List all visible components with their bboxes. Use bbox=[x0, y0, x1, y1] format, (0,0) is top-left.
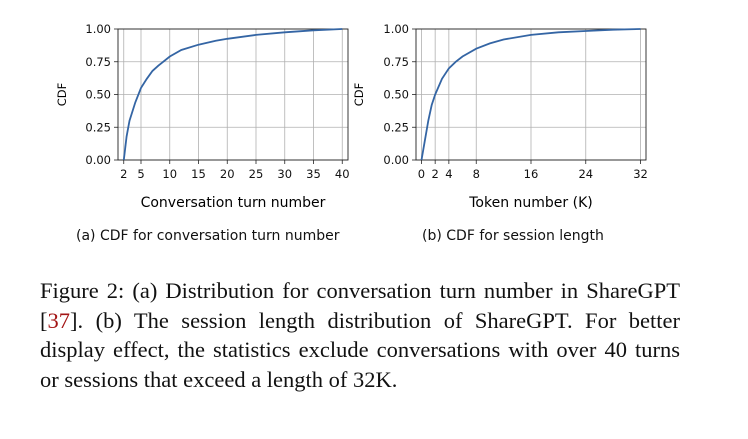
x-tick-label: 40 bbox=[335, 167, 350, 181]
cdf-line-b bbox=[420, 28, 641, 161]
x-tick-label: 5 bbox=[137, 167, 144, 181]
caption-text-end: ]. (b) The session length distribution o… bbox=[40, 307, 680, 392]
y-tick-label: 0.25 bbox=[85, 120, 111, 134]
y-tick-label: 0.25 bbox=[383, 120, 409, 134]
subcaption-b: (b) CDF for session length bbox=[422, 228, 604, 244]
x-tick-label: 35 bbox=[306, 167, 321, 181]
y-tick-label: 0.75 bbox=[85, 55, 111, 69]
x-axis-label-a: Conversation turn number bbox=[141, 195, 326, 211]
subcaption-a: (a) CDF for conversation turn number bbox=[76, 228, 340, 244]
cdf-line-a bbox=[122, 28, 343, 161]
grid-b bbox=[416, 28, 646, 161]
x-tick-label: 4 bbox=[445, 167, 452, 181]
x-tick-label: 25 bbox=[249, 167, 264, 181]
y-tick-label: 0.50 bbox=[85, 88, 111, 102]
x-tick-label: 2 bbox=[432, 167, 439, 181]
caption-text-start: Figure 2: (a) Distribution for conversat… bbox=[40, 278, 680, 333]
ticks-a: 2 5 10 15 20 25 30 35 40 0.00 0.25 0.50 0.75 1.00 bbox=[85, 22, 349, 181]
x-tick-label: 15 bbox=[191, 167, 206, 181]
y-tick-label: 0.00 bbox=[383, 153, 409, 167]
x-tick-label: 10 bbox=[162, 167, 177, 181]
x-tick-label: 20 bbox=[220, 167, 235, 181]
y-tick-label: 0.50 bbox=[383, 88, 409, 102]
ticks-b: 0 2 4 8 16 24 320.000.250.500.751.00 bbox=[383, 22, 647, 181]
chart-b-session-length: 0 2 4 8 16 24 320.000.250.500.751.00 Token num… bbox=[352, 22, 648, 211]
x-tick-label: 0 bbox=[418, 167, 425, 181]
x-tick-label: 30 bbox=[277, 167, 292, 181]
x-tick-label: 32 bbox=[633, 167, 648, 181]
citation-link[interactable]: 37 bbox=[47, 307, 71, 333]
x-tick-label: 2 bbox=[120, 167, 127, 181]
x-tick-label: 16 bbox=[524, 167, 539, 181]
y-tick-label: 1.00 bbox=[85, 22, 111, 36]
y-tick-label: 1.00 bbox=[383, 22, 409, 36]
y-tick-label: 0.75 bbox=[383, 55, 409, 69]
y-axis-label-b: CDF bbox=[352, 83, 366, 107]
grid-a bbox=[118, 28, 348, 161]
figure-plots: 2 5 10 15 20 25 30 35 400.000.250.500.751.00 Con… bbox=[55, 22, 648, 211]
y-axis-label-a: CDF bbox=[55, 83, 69, 107]
figure-caption: Figure 2: (a) Distribution for conversat… bbox=[40, 276, 680, 394]
chart-a-turn-number: 2 5 10 15 20 25 30 35 40 0.00 0.25 0.50 0.75 1.00 Con… bbox=[55, 22, 350, 211]
y-tick-label: 0.00 bbox=[85, 153, 111, 167]
x-tick-label: 8 bbox=[473, 167, 480, 181]
x-axis-label-b: Token number (K) bbox=[468, 195, 592, 211]
x-tick-label: 24 bbox=[578, 167, 593, 181]
